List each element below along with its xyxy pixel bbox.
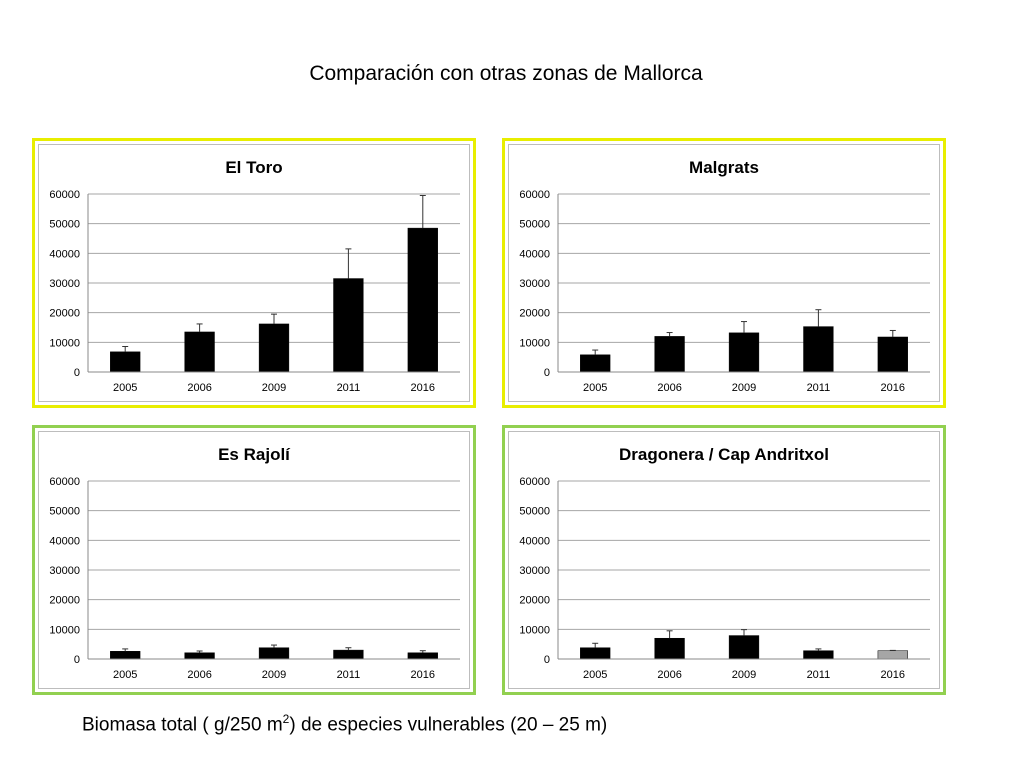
caption-text-before: Biomasa total ( g/250 m [82,714,283,736]
dragonera-cap-andritxol-bar-2011 [803,650,834,660]
malgrats-title: Malgrats [689,158,759,177]
el-toro-bar-2011 [333,278,364,373]
es-rajoli-bar-2011 [333,649,364,660]
malgrats-ytick-0: 0 [544,367,550,379]
es-rajoli-xtick-2006: 2006 [187,669,211,681]
dragonera-cap-andritxol-ytick-0: 0 [544,654,550,666]
es-rajoli-xtick-2005: 2005 [113,669,137,681]
el-toro-title: El Toro [225,158,282,177]
el-toro-bar-2006 [184,331,215,373]
dragonera-cap-andritxol-ytick-10000: 10000 [519,624,550,636]
dragonera-cap-andritxol-bar-2016 [877,650,908,660]
malgrats-ytick-30000: 30000 [519,278,550,290]
dragonera-cap-andritxol-xtick-2009: 2009 [732,669,756,681]
el-toro-ytick-40000: 40000 [49,248,80,260]
es-rajoli-ytick-30000: 30000 [49,565,80,577]
chart-malgrats: Malgrats 0 10000 20000 30000 40000 50000 60000 2… [519,158,930,394]
el-toro-xtick-2016: 2016 [411,382,435,394]
chart-el-toro: El Toro 0 10000 20000 30000 40000 50000 60000 20… [49,158,460,394]
el-toro-xtick-2005: 2005 [113,382,137,394]
el-toro-xtick-2009: 2009 [262,382,286,394]
es-rajoli-xtick-2016: 2016 [411,669,435,681]
caption-text-after: ) de especies vulnerables (20 – 25 m) [289,714,608,736]
malgrats-ytick-50000: 50000 [519,219,550,231]
malgrats-ytick-20000: 20000 [519,308,550,320]
malgrats-ytick-10000: 10000 [519,337,550,349]
malgrats-xtick-2006: 2006 [657,382,681,394]
caption: Biomasa total ( g/250 m2) de especies vu… [82,712,607,736]
dragonera-cap-andritxol-ytick-60000: 60000 [519,476,550,488]
es-rajoli-xtick-2011: 2011 [337,669,361,681]
malgrats-bar-2009 [728,332,760,373]
dragonera-cap-andritxol-xtick-2005: 2005 [583,669,607,681]
el-toro-bar-2016 [407,227,438,373]
el-toro-ytick-60000: 60000 [49,189,80,201]
el-toro-xtick-2006: 2006 [187,382,211,394]
dragonera-cap-andritxol-bar-2006 [654,637,685,660]
el-toro-ytick-0: 0 [74,367,80,379]
chart-panel-es-rajoli: Es Rajolí 0 10000 20000 30000 40000 50000 60000… [32,425,476,695]
malgrats-xtick-2016: 2016 [881,382,905,394]
dragonera-cap-andritxol-ytick-40000: 40000 [519,535,550,547]
chart-panel-malgrats: Malgrats 0 10000 20000 30000 40000 50000 60000 2… [502,138,946,408]
malgrats-ytick-40000: 40000 [519,248,550,260]
es-rajoli-bar-2005 [110,651,141,660]
dragonera-cap-andritxol-ytick-50000: 50000 [519,506,550,518]
malgrats-bar-2006 [654,336,685,373]
es-rajoli-bar-2016 [407,652,438,660]
el-toro-bar-2009 [258,323,290,373]
dragonera-cap-andritxol-xtick-2016: 2016 [881,669,905,681]
es-rajoli-ytick-50000: 50000 [49,506,80,518]
dragonera-cap-andritxol-ytick-30000: 30000 [519,565,550,577]
malgrats-bar-2005 [580,354,611,373]
malgrats-xtick-2011: 2011 [807,382,831,394]
el-toro-ytick-10000: 10000 [49,337,80,349]
dragonera-cap-andritxol-xtick-2006: 2006 [657,669,681,681]
el-toro-ytick-50000: 50000 [49,219,80,231]
es-rajoli-ytick-40000: 40000 [49,535,80,547]
dragonera-cap-andritxol-bar-2005 [580,647,611,660]
es-rajoli-ytick-10000: 10000 [49,624,80,636]
es-rajoli-bar-2006 [184,652,215,660]
es-rajoli-ytick-0: 0 [74,654,80,666]
es-rajoli-ytick-60000: 60000 [49,476,80,488]
chart-panel-dragonera: Dragonera / Cap Andritxol 0 10000 20000 3000… [502,425,946,695]
el-toro-ytick-20000: 20000 [49,308,80,320]
chart-es-rajoli: Es Rajolí 0 10000 20000 30000 40000 50000 60000… [49,445,460,681]
el-toro-ytick-30000: 30000 [49,278,80,290]
chart-panel-el-toro: El Toro 0 10000 20000 30000 40000 50000 60000 20… [32,138,476,408]
dragonera-cap-andritxol-bar-2009 [728,635,760,660]
malgrats-xtick-2009: 2009 [732,382,756,394]
es-rajoli-bar-2009 [258,647,290,660]
malgrats-ytick-60000: 60000 [519,189,550,201]
es-rajoli-title: Es Rajolí [218,445,291,464]
dragonera-cap-andritxol-ytick-20000: 20000 [519,595,550,607]
dragonera-cap-andritxol-title: Dragonera / Cap Andritxol [619,445,829,464]
dragonera-cap-andritxol-xtick-2011: 2011 [807,669,831,681]
chart-dragonera: Dragonera / Cap Andritxol 0 10000 20000 3000… [519,445,930,681]
el-toro-bar-2005 [110,351,141,373]
es-rajoli-xtick-2009: 2009 [262,669,286,681]
es-rajoli-ytick-20000: 20000 [49,595,80,607]
malgrats-bar-2016 [877,336,908,373]
malgrats-xtick-2005: 2005 [583,382,607,394]
caption-superscript: 2 [282,712,290,726]
el-toro-xtick-2011: 2011 [337,382,361,394]
slide-title: Comparación con otras zonas de Mallorca [309,62,703,85]
malgrats-bar-2011 [803,326,834,373]
